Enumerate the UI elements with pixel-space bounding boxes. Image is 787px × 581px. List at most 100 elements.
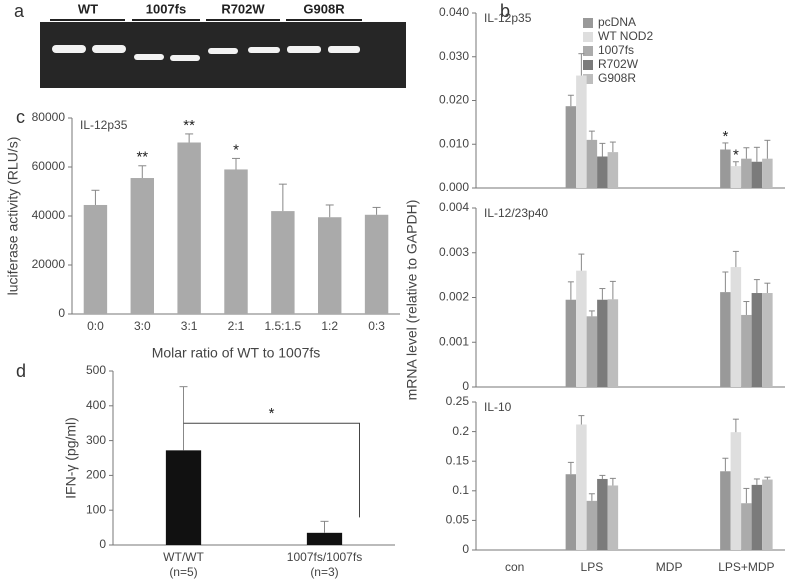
bar <box>83 204 108 314</box>
lane-label: R702W <box>221 1 265 16</box>
y-tick-label: 0.2 <box>452 424 469 438</box>
y-tick-label: 500 <box>86 363 106 377</box>
x-tick-label: 3:1 <box>181 319 198 333</box>
y-tick-label: 0 <box>462 379 469 393</box>
bar <box>565 106 577 188</box>
y-tick-label: 100 <box>86 502 106 516</box>
significance: * <box>722 128 728 145</box>
category-note: (n=3) <box>310 565 338 579</box>
error-bar <box>372 206 381 215</box>
error-bar <box>722 271 729 293</box>
error-bar <box>320 520 329 533</box>
significance: * <box>733 147 739 164</box>
lane-label: G908R <box>303 1 345 16</box>
legend-label: pcDNA <box>598 15 636 29</box>
bar <box>751 293 763 387</box>
bar <box>576 424 587 550</box>
x-axis-label: Molar ratio of WT to 1007fs <box>152 345 321 361</box>
error-bar <box>588 493 595 501</box>
error-bar <box>232 157 240 170</box>
significance: * <box>233 141 239 158</box>
y-tick-label: 200 <box>86 468 106 482</box>
bar <box>597 478 608 550</box>
error-bar <box>753 279 760 294</box>
bar <box>762 158 773 188</box>
panel-title: IL-12p35 <box>484 11 532 25</box>
error-bar <box>138 165 147 179</box>
panel-letter: c <box>16 107 25 127</box>
panel-title: IL-12/23p40 <box>484 206 548 220</box>
error-bar <box>764 476 771 480</box>
x-tick-label: 2:1 <box>228 319 245 333</box>
panel-letter: d <box>16 361 26 381</box>
y-tick-label: 0.004 <box>439 200 469 214</box>
bar <box>741 503 752 550</box>
x-tick-label: 0:0 <box>87 319 104 333</box>
bar <box>720 471 731 550</box>
bar <box>586 316 598 387</box>
error-bar <box>753 146 760 162</box>
y-tick-label: 0 <box>462 542 469 556</box>
bar <box>165 450 202 545</box>
bar <box>730 166 742 188</box>
y-axis-label: IFN-γ (pg/ml) <box>63 417 79 499</box>
error-bar <box>732 418 739 433</box>
lane-label: WT <box>78 1 98 16</box>
y-axis-label: luciferase activity (RLU/s) <box>5 137 21 296</box>
error-bar <box>764 139 771 159</box>
x-tick-label: 1:2 <box>321 319 338 333</box>
legend-swatch <box>583 18 593 28</box>
y-tick-label: 0.05 <box>446 513 470 527</box>
x-tick-label: MDP <box>656 560 683 574</box>
legend-swatch <box>583 46 593 56</box>
bar <box>576 75 587 188</box>
legend-label: 1007fs <box>598 43 634 57</box>
error-bar <box>732 161 739 167</box>
bar <box>751 161 763 188</box>
error-bar <box>599 474 606 479</box>
error-bar <box>567 281 574 300</box>
error-bar <box>278 183 287 212</box>
gel <box>40 22 406 88</box>
x-tick-label: 0:3 <box>368 319 385 333</box>
bar <box>224 169 248 314</box>
error-bar <box>578 253 585 271</box>
legend-swatch <box>583 60 593 70</box>
comparison-label: * <box>269 405 275 422</box>
error-bar <box>91 189 100 205</box>
error-bar <box>588 310 595 317</box>
error-bar <box>609 477 616 486</box>
bar <box>741 158 752 188</box>
error-bar <box>567 94 574 107</box>
y-tick-label: 0.001 <box>439 334 469 348</box>
bar <box>576 270 587 387</box>
x-tick-label: 3:0 <box>134 319 151 333</box>
error-bar <box>325 204 334 218</box>
chart-title: IL-12p35 <box>80 118 128 132</box>
bar <box>720 292 731 387</box>
bar <box>565 474 577 550</box>
bar <box>177 142 201 314</box>
bar <box>751 484 763 550</box>
bar <box>597 156 608 188</box>
y-tick-label: 0.003 <box>439 245 469 259</box>
bar <box>741 314 752 387</box>
error-bar <box>179 386 188 451</box>
y-tick-label: 300 <box>86 433 106 447</box>
error-bar <box>743 147 750 159</box>
error-bar <box>578 415 585 425</box>
y-tick-label: 20000 <box>32 257 66 271</box>
bar <box>597 299 608 387</box>
error-bar <box>743 487 750 504</box>
y-tick-label: 0.020 <box>439 93 469 107</box>
significance: ** <box>183 117 195 134</box>
error-bar <box>609 141 616 153</box>
y-tick-label: 60000 <box>32 159 66 173</box>
bar <box>607 152 619 188</box>
bar <box>607 485 619 550</box>
y-tick-label: 0.002 <box>439 290 469 304</box>
error-bar <box>599 142 606 157</box>
error-bar <box>578 53 585 76</box>
y-tick-label: 0.040 <box>439 5 469 19</box>
